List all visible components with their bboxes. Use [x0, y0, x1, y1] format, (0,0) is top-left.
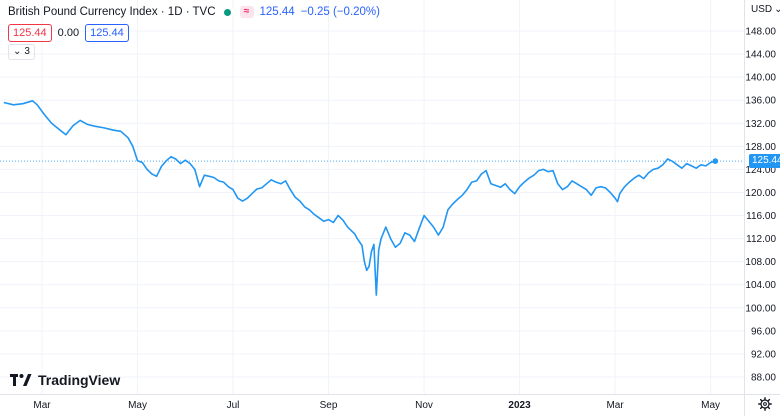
- indicators-toggle[interactable]: ⌄ 3: [8, 44, 35, 60]
- logo-text: TradingView: [38, 372, 121, 388]
- y-tick-label: 148.00: [745, 27, 776, 38]
- currency-label: USD: [751, 4, 773, 15]
- y-tick-label: 136.00: [745, 96, 776, 107]
- tradingview-logo[interactable]: TradingView: [10, 372, 120, 388]
- y-tick-label: 112.00: [746, 234, 776, 245]
- bid-price[interactable]: 125.44: [8, 24, 52, 42]
- currency-selector[interactable]: USD ⌄: [751, 4, 780, 15]
- y-tick-label: 104.00: [745, 280, 776, 291]
- price-series-line: [3, 100, 716, 296]
- last-point-marker: [712, 158, 719, 164]
- y-tick-label: 88.00: [751, 373, 776, 384]
- x-tick-label: May: [128, 400, 147, 411]
- y-tick-label: 108.00: [745, 257, 776, 268]
- y-tick-label: 128.00: [745, 142, 776, 153]
- y-tick-label: 132.00: [745, 119, 776, 130]
- x-tick-label: Mar: [33, 400, 51, 411]
- y-tick-label: 96.00: [751, 326, 776, 337]
- chevron-down-icon: ⌄: [774, 4, 780, 15]
- settings-gear-icon[interactable]: [758, 397, 772, 411]
- x-tick-label: Jul: [227, 400, 240, 411]
- y-tick-label: 120.00: [745, 188, 776, 199]
- tradingview-logo-icon: [10, 374, 32, 386]
- wave-icon[interactable]: ≈: [239, 6, 254, 18]
- symbol-title[interactable]: British Pound Currency Index · 1D · TVC: [8, 6, 216, 18]
- x-tick-label: Nov: [415, 400, 433, 411]
- x-tick-label: May: [701, 400, 720, 411]
- indicator-count: 3: [24, 46, 30, 57]
- x-tick-label: Mar: [606, 400, 624, 411]
- bid-ask-row: 125.44 0.00 125.44: [8, 24, 129, 42]
- y-tick-label: 144.00: [745, 50, 776, 61]
- y-tick-label: 124.00: [745, 165, 776, 176]
- spread-value: 0.00: [57, 27, 80, 39]
- chevron-down-icon: ⌄: [13, 46, 22, 57]
- y-tick-label: 92.00: [751, 349, 776, 360]
- y-tick-label: 140.00: [745, 73, 776, 84]
- y-tick-label: 116.00: [746, 211, 776, 222]
- x-tick-label: 2023: [508, 400, 531, 411]
- last-price: 125.44: [259, 6, 295, 18]
- market-open-icon: [221, 6, 234, 18]
- chart-legend: British Pound Currency Index · 1D · TVC …: [8, 6, 380, 18]
- y-tick-label: 100.00: [745, 303, 776, 314]
- price-change: −0.25 (−0.20%): [300, 6, 380, 18]
- last-price-badge: 125.44: [749, 154, 780, 168]
- ask-price[interactable]: 125.44: [85, 24, 129, 42]
- x-tick-label: Sep: [320, 400, 338, 411]
